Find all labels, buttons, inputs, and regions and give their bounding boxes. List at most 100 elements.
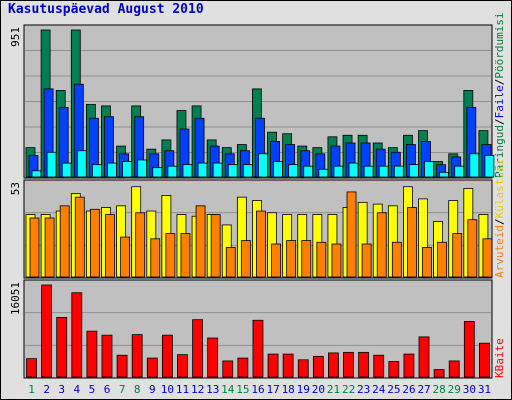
day-label-29: 29	[448, 383, 461, 396]
day-labels: 1 2 3 4 5 6 7 8 9 10 11 12 13 14 15 16 17 18 19 20 21 22 23 24 2…	[28, 383, 491, 396]
bar-visits-8	[135, 212, 146, 278]
bar-pages-9	[152, 167, 163, 178]
day-label-5: 5	[89, 383, 96, 396]
day-label-1: 1	[28, 383, 35, 396]
legend-top: Päringud/Faile/Pöördumisi	[493, 12, 506, 178]
bar-visits-25	[391, 241, 402, 278]
bar-kbytes-27	[418, 336, 430, 378]
bar-visits-6	[105, 214, 115, 278]
bar-visits-15	[240, 240, 251, 278]
legend-entry: /	[493, 79, 506, 86]
bar-kbytes-2	[41, 284, 52, 378]
bar-visits-4	[74, 196, 85, 278]
bar-pages-24	[378, 165, 389, 178]
day-label-2: 2	[43, 383, 50, 396]
bar-pages-14	[227, 164, 238, 178]
bar-pages-17	[273, 161, 283, 178]
day-label-31: 31	[478, 383, 491, 396]
bar-pages-15	[242, 164, 253, 178]
day-label-6: 6	[104, 383, 111, 396]
bar-kbytes-22	[343, 351, 354, 378]
day-label-15: 15	[236, 383, 249, 396]
day-label-22: 22	[342, 383, 355, 396]
day-label-21: 21	[327, 383, 340, 396]
legends: Päringud/Faile/PöördumisiArvuteid/Külast…	[493, 12, 506, 378]
bar-visits-7	[120, 236, 130, 278]
day-label-11: 11	[176, 383, 189, 396]
day-label-16: 16	[251, 383, 264, 396]
bar-kbytes-6	[101, 334, 113, 378]
bar-pages-21	[333, 165, 344, 178]
bar-kbytes-1	[26, 358, 37, 378]
bar-visits-28	[437, 241, 448, 278]
bar-kbytes-31	[479, 342, 490, 378]
legend-entry: Pöördumisi	[493, 12, 506, 78]
bar-pages-18	[288, 164, 299, 178]
bar-kbytes-30	[463, 321, 475, 378]
bar-visits-22	[346, 191, 357, 278]
bar-kbytes-10	[161, 334, 173, 378]
bar-kbytes-26	[403, 353, 415, 378]
bar-visits-14	[225, 247, 236, 278]
day-label-14: 14	[221, 383, 235, 396]
legend-middle: Arvuteid/Külastusi	[493, 159, 506, 278]
bar-pages-12	[197, 162, 208, 178]
bar-pages-28	[439, 171, 450, 178]
y-axis-labels: 951 53 16051	[9, 27, 22, 315]
bar-pages-27	[424, 161, 434, 178]
y-max-label-top: 951	[9, 27, 22, 47]
day-label-20: 20	[312, 383, 325, 396]
day-label-9: 9	[149, 383, 156, 396]
legend-entry: KBaite	[493, 338, 506, 378]
day-label-23: 23	[357, 383, 370, 396]
bar-kbytes-16	[252, 319, 264, 378]
day-label-18: 18	[282, 383, 295, 396]
bar-kbytes-29	[448, 360, 460, 378]
day-label-28: 28	[433, 383, 446, 396]
bar-pages-8	[137, 159, 148, 178]
bar-kbytes-8	[131, 334, 143, 378]
bar-pages-6	[107, 162, 117, 178]
legend-bottom: KBaite	[493, 338, 506, 378]
bar-kbytes-3	[56, 316, 68, 378]
bar-visits-26	[407, 207, 417, 278]
day-label-4: 4	[74, 383, 81, 396]
bar-visits-9	[150, 238, 161, 278]
day-label-13: 13	[206, 383, 219, 396]
bar-kbytes-13	[207, 337, 219, 378]
bar-visits-12	[195, 205, 206, 278]
day-label-26: 26	[402, 383, 415, 396]
y-max-label-bottom: 16051	[9, 282, 22, 315]
legend-entry: Päringud	[493, 125, 506, 178]
bar-visits-10	[165, 233, 176, 278]
bar-kbytes-18	[282, 353, 294, 378]
bar-visits-2	[44, 217, 55, 278]
bar-pages-7	[122, 161, 132, 178]
bar-visits-11	[180, 233, 191, 278]
day-label-19: 19	[297, 383, 310, 396]
bar-pages-11	[182, 164, 193, 178]
day-label-25: 25	[387, 383, 400, 396]
y-max-label-middle: 53	[9, 182, 22, 195]
bar-visits-13	[210, 214, 221, 278]
bar-kbytes-24	[373, 354, 385, 378]
bar-visits-1	[29, 217, 40, 278]
bar-pages-16	[258, 153, 268, 178]
legend-entry: Faile	[493, 85, 506, 118]
legend-entry: Arvuteid	[493, 225, 506, 278]
bar-pages-13	[212, 162, 223, 178]
day-label-17: 17	[266, 383, 279, 396]
bar-pages-29	[454, 165, 465, 178]
bar-kbytes-20	[312, 355, 324, 378]
day-label-30: 30	[463, 383, 476, 396]
bar-kbytes-23	[358, 351, 370, 378]
bar-kbytes-9	[146, 357, 158, 378]
day-label-24: 24	[372, 383, 386, 396]
day-label-27: 27	[417, 383, 430, 396]
bar-pages-25	[393, 165, 404, 178]
bar-pages-20	[318, 168, 329, 178]
legend-entry: /	[493, 118, 506, 125]
bar-visits-27	[422, 247, 432, 278]
bar-pages-1	[31, 170, 42, 178]
